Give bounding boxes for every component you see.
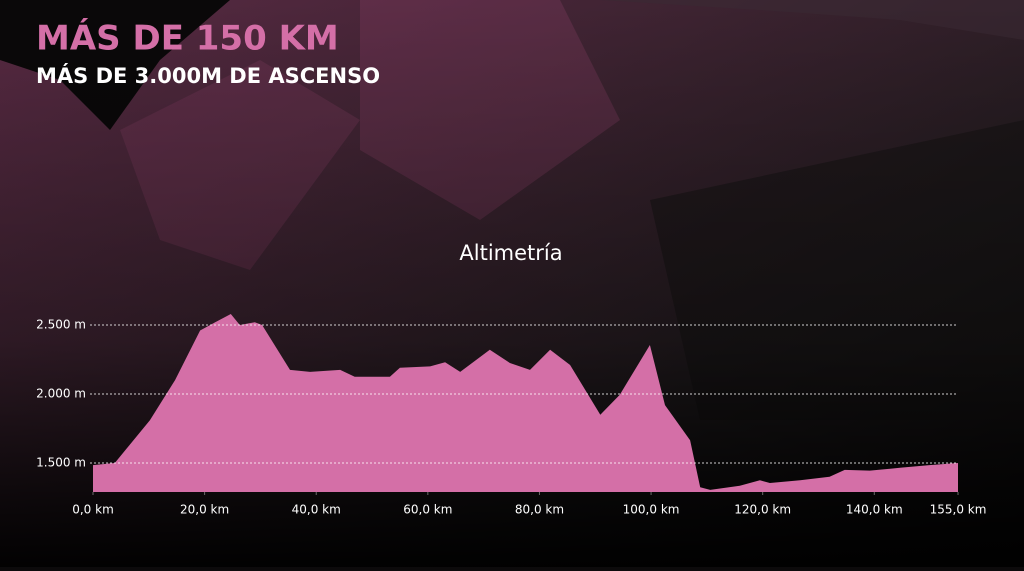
x-tick-label: 60,0 km	[403, 503, 452, 517]
x-tick-label: 155,0 km	[930, 503, 987, 517]
y-tick-label: 1.500 m	[36, 456, 86, 470]
x-tick-label: 140,0 km	[846, 503, 903, 517]
subtitle: MÁS DE 3.000M DE ASCENSO	[36, 63, 380, 88]
x-tick-label: 40,0 km	[292, 503, 341, 517]
x-tick-label: 0,0 km	[72, 503, 114, 517]
chart-title: Altimetría	[459, 241, 562, 265]
x-tick-label: 100,0 km	[623, 503, 680, 517]
x-tick-label: 20,0 km	[180, 503, 229, 517]
x-tick-label: 80,0 km	[515, 503, 564, 517]
title: MÁS DE 150 KM	[36, 18, 339, 59]
x-tick-label: 120,0 km	[734, 503, 791, 517]
y-tick-label: 2.500 m	[36, 318, 86, 332]
y-tick-label: 2.000 m	[36, 387, 86, 401]
elevation-area	[93, 314, 958, 492]
